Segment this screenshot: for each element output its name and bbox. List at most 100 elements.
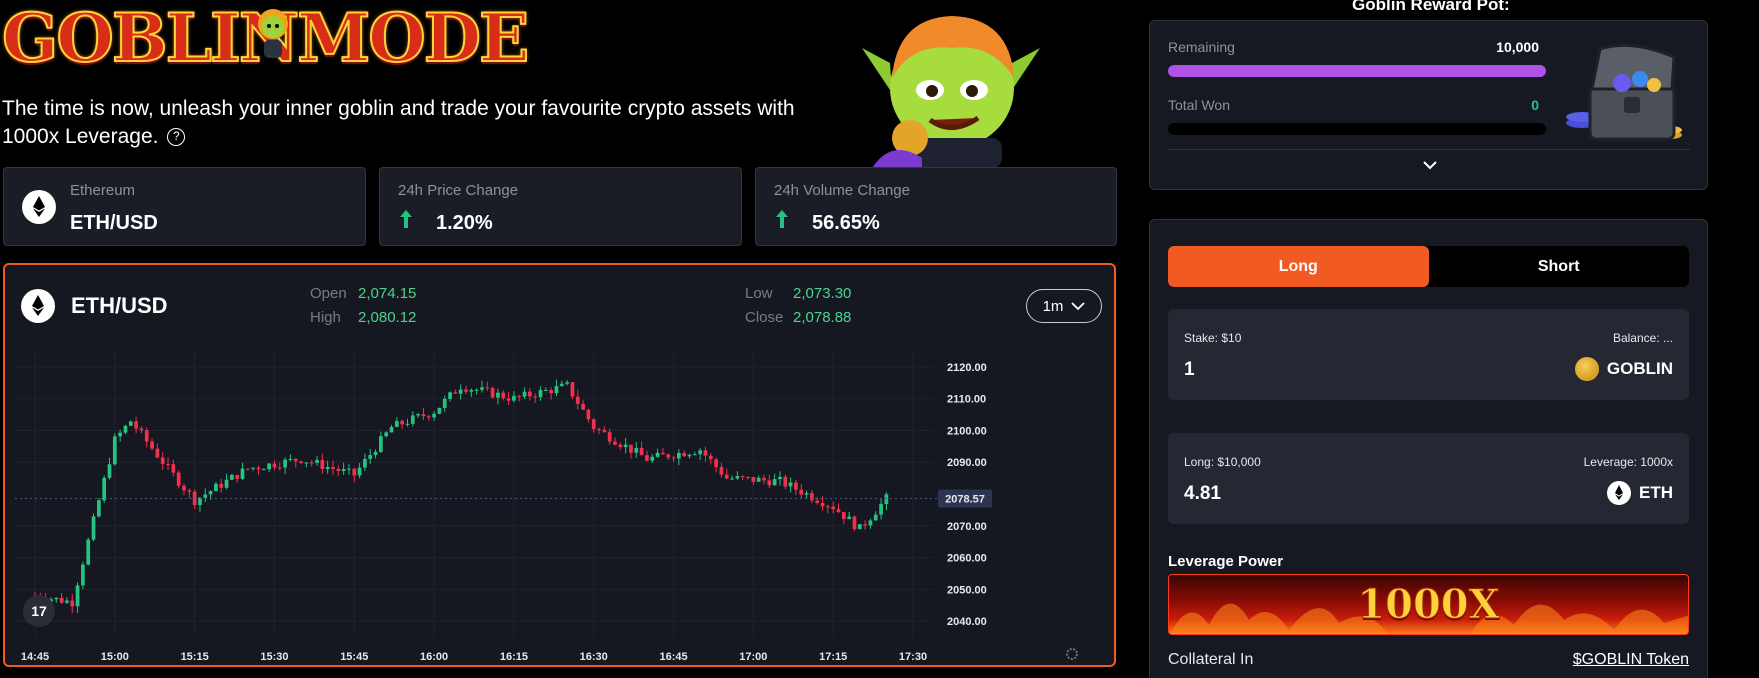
candle-body: [714, 459, 718, 468]
price-tick-label: 2070.00: [947, 521, 987, 533]
candle-body: [235, 474, 240, 479]
close-label: Close: [745, 309, 784, 326]
candle-body: [256, 467, 261, 470]
candle-body: [671, 457, 676, 459]
candle-body: [623, 444, 628, 448]
candle-body: [357, 467, 362, 476]
chevron-down-icon[interactable]: [1422, 159, 1438, 171]
candle-body: [783, 476, 788, 487]
candle-body: [442, 398, 447, 408]
candle-body: [432, 413, 436, 418]
timeframe-dropdown[interactable]: 1m: [1026, 289, 1102, 323]
candle-body: [517, 395, 522, 397]
candle-body: [123, 425, 128, 433]
stake-field[interactable]: Stake: $10 Balance: ... 1 GOBLIN: [1168, 309, 1689, 400]
candle-body: [410, 415, 415, 424]
candle-body: [198, 497, 202, 506]
candle-body: [299, 461, 303, 464]
candle-body: [506, 398, 511, 401]
ethereum-icon: [22, 190, 56, 224]
time-tick-label: 16:00: [420, 651, 448, 663]
candle-body: [618, 444, 623, 448]
candle-body: [575, 396, 580, 404]
candle-body: [107, 464, 112, 478]
candle-body: [852, 516, 857, 530]
reward-pot-panel: Remaining 10,000 Total Won 0: [1149, 20, 1708, 190]
candle-body: [559, 383, 564, 387]
candle-body: [528, 391, 532, 397]
candle-body: [224, 479, 229, 488]
price-tick-label: 2040.00: [947, 616, 987, 628]
candle-body: [570, 382, 575, 397]
candle-body: [820, 502, 825, 507]
candle-body: [522, 391, 527, 397]
candle-body: [661, 452, 665, 455]
high-value: 2,080.12: [358, 309, 417, 326]
long-short-toggle: Long Short: [1168, 246, 1689, 287]
candle-body: [336, 468, 341, 471]
candle-body: [581, 403, 585, 410]
candle-body: [379, 436, 383, 452]
price-change-value: 1.20%: [436, 212, 493, 234]
close-value: 2,078.88: [793, 309, 852, 326]
short-button[interactable]: Short: [1537, 257, 1580, 275]
candle-body: [352, 468, 357, 476]
candle-body: [512, 395, 516, 401]
candle-body: [267, 463, 271, 470]
candle-body: [283, 459, 287, 468]
candlestick-chart[interactable]: 2120.00 2110.00 2100.00 2090.00 2070.00 2060.…: [5, 345, 1114, 667]
candle-body: [868, 520, 873, 526]
time-tick-label: 15:45: [340, 651, 368, 663]
candle-body: [59, 597, 64, 603]
tagline-text: The time is now, unleash your inner gobl…: [2, 97, 795, 148]
candle-body: [277, 467, 282, 469]
question-circle-icon[interactable]: ?: [167, 128, 186, 147]
leverage-label: Leverage: 1000x: [1583, 455, 1673, 469]
candle-body: [666, 454, 671, 458]
price-tick-label: 2110.00: [947, 394, 986, 406]
candle-body: [794, 482, 798, 490]
collateral-token-link[interactable]: $GOBLIN Token: [1572, 651, 1689, 668]
candle-body: [176, 472, 181, 486]
flames-decoration: [1170, 603, 1688, 634]
candle-body: [703, 450, 708, 456]
divider: [1168, 149, 1690, 150]
candle-body: [804, 493, 809, 495]
candle-body: [474, 389, 479, 391]
position-token-label: ETH: [1639, 483, 1673, 502]
treasure-chest-icon: [1566, 43, 1682, 141]
remaining-value: 10,000: [1496, 39, 1539, 55]
time-tick-label: 15:00: [101, 651, 129, 663]
candle-body: [320, 459, 325, 470]
price-tick-label: 2060.00: [947, 553, 987, 565]
tradingview-logo-icon[interactable]: 17: [23, 595, 55, 627]
candle-body: [650, 456, 655, 461]
candle-body: [719, 467, 724, 475]
position-token: ETH: [1607, 481, 1673, 505]
collateral-label: Collateral In: [1168, 651, 1254, 668]
candle-body: [591, 419, 596, 430]
goblin-mascot-icon: [258, 9, 288, 58]
candle-body: [102, 477, 107, 501]
leverage-banner-text: 1000X: [1357, 581, 1500, 629]
volume-change-value: 56.65%: [812, 212, 880, 234]
long-position-label: Long: $10,000: [1184, 455, 1261, 469]
long-button[interactable]: Long: [1168, 246, 1429, 287]
candle-body: [496, 392, 500, 398]
candle-body: [841, 512, 846, 520]
candle-body: [767, 480, 772, 486]
candle-body: [182, 485, 186, 491]
candle-body: [373, 451, 378, 456]
stake-input[interactable]: 1: [1184, 359, 1195, 380]
total-won-value: 0: [1531, 97, 1539, 113]
candle-body: [735, 476, 740, 479]
candle-body: [799, 489, 804, 495]
arrow-up-icon: [776, 210, 788, 228]
candle-body: [405, 423, 410, 425]
current-price-label: 2078.57: [945, 494, 985, 506]
time-tick-label: 17:15: [819, 651, 847, 663]
candle-body: [54, 597, 59, 600]
balance-label: Balance: ...: [1612, 331, 1673, 345]
candle-body: [315, 459, 319, 463]
candle-body: [208, 491, 213, 495]
